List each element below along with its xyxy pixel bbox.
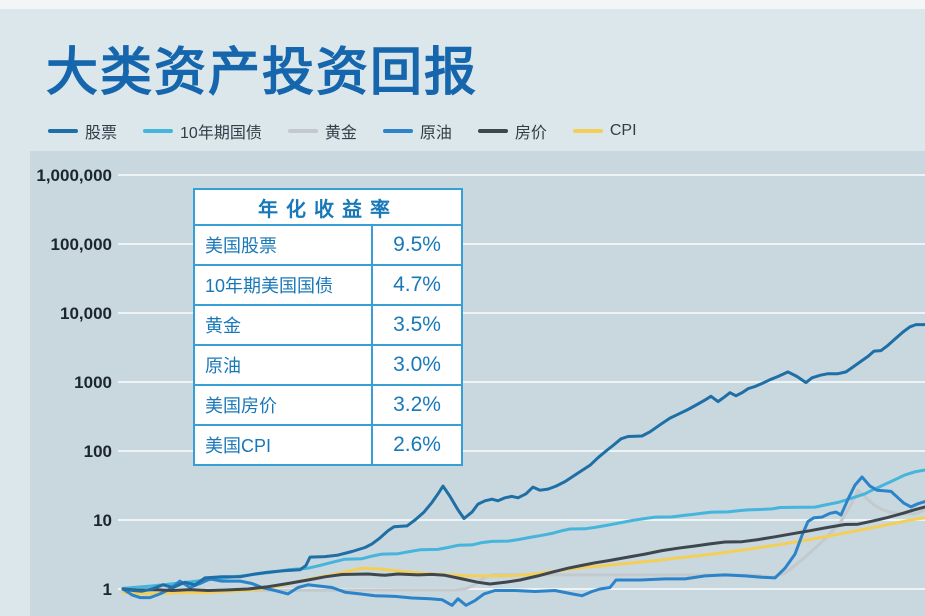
chart-legend: 股票 10年期国债 黄金 原油 房价 CPI [48,119,637,143]
asset-name-cell: 美国房价 [195,386,373,424]
annualized-return-cell: 3.0% [393,353,441,376]
annualized-return-cell: 3.2% [393,393,441,416]
legend-item-2: 10年期国债 [143,119,262,143]
legend-swatch-icon [382,129,413,133]
annualized-return-cell: 4.7% [393,273,441,296]
legend-swatch-icon [287,129,318,133]
legend-label: 房价 [514,125,547,142]
chart-panel: 1,000,000 100,000 10,000 1000 100 10 1 [30,151,925,616]
table-row: 美国CPI 2.6% [195,426,461,464]
legend-label: 黄金 [324,125,357,142]
series-line-股票 [121,323,925,593]
annualized-return-cell: 3.5% [393,313,441,336]
legend-swatch-icon [48,129,78,133]
annualized-return-cell: 2.6% [393,433,441,456]
table-row: 美国房价 3.2% [195,386,461,426]
legend-label: 股票 [85,125,118,142]
y-axis-tick-label: 10 [93,511,112,530]
legend-swatch-icon [143,129,174,133]
asset-name-cell: 黄金 [195,306,373,344]
table-row: 原油 3.0% [195,346,461,386]
table-row: 美国股票 9.5% [195,226,461,266]
legend-label: 10年期国债 [180,125,262,142]
table-row: 10年期美国国债 4.7% [195,266,461,306]
legend-item-1: 股票 [48,119,117,143]
legend-label: 原油 [419,125,452,142]
y-axis-tick-label: 1000 [74,373,112,392]
y-axis-tick-label: 10,000 [60,304,112,323]
y-axis-tick-label: 1 [103,580,112,599]
y-axis-tick-label: 100 [84,442,112,461]
legend-label: CPI [609,122,637,139]
asset-name-cell: 原油 [195,346,373,384]
table-row: 黄金 3.5% [195,306,461,346]
top-strip [0,0,925,9]
annualized-returns-table: 年化收益率 美国股票 9.5% 10年期美国国债 4.7% 黄金 3.5% 原油 3.0% 美国… [193,188,463,466]
series-line-黄金 [121,488,925,592]
legend-swatch-icon [477,129,508,133]
series-line-原油 [121,475,925,607]
asset-name-cell: 10年期美国国债 [195,266,373,304]
asset-name-cell: 美国CPI [195,426,373,464]
legend-swatch-icon [572,129,603,133]
series-line-房价 [121,505,925,592]
legend-item-6: CPI [572,122,637,140]
legend-item-5: 房价 [477,119,547,143]
legend-item-3: 黄金 [287,119,357,143]
asset-name-cell: 美国股票 [195,226,373,264]
page-title: 大类资产投资回报 [46,44,479,102]
legend-item-4: 原油 [382,119,452,143]
asset-returns-line-chart: 1,000,000 100,000 10,000 1000 100 10 1 [36,166,925,607]
returns-table-title: 年化收益率 [195,190,461,226]
series-line-10年期国债 [121,468,925,590]
y-axis-tick-label: 1,000,000 [36,166,112,185]
y-axis-tick-label: 100,000 [51,235,112,254]
annualized-return-cell: 9.5% [393,233,441,256]
